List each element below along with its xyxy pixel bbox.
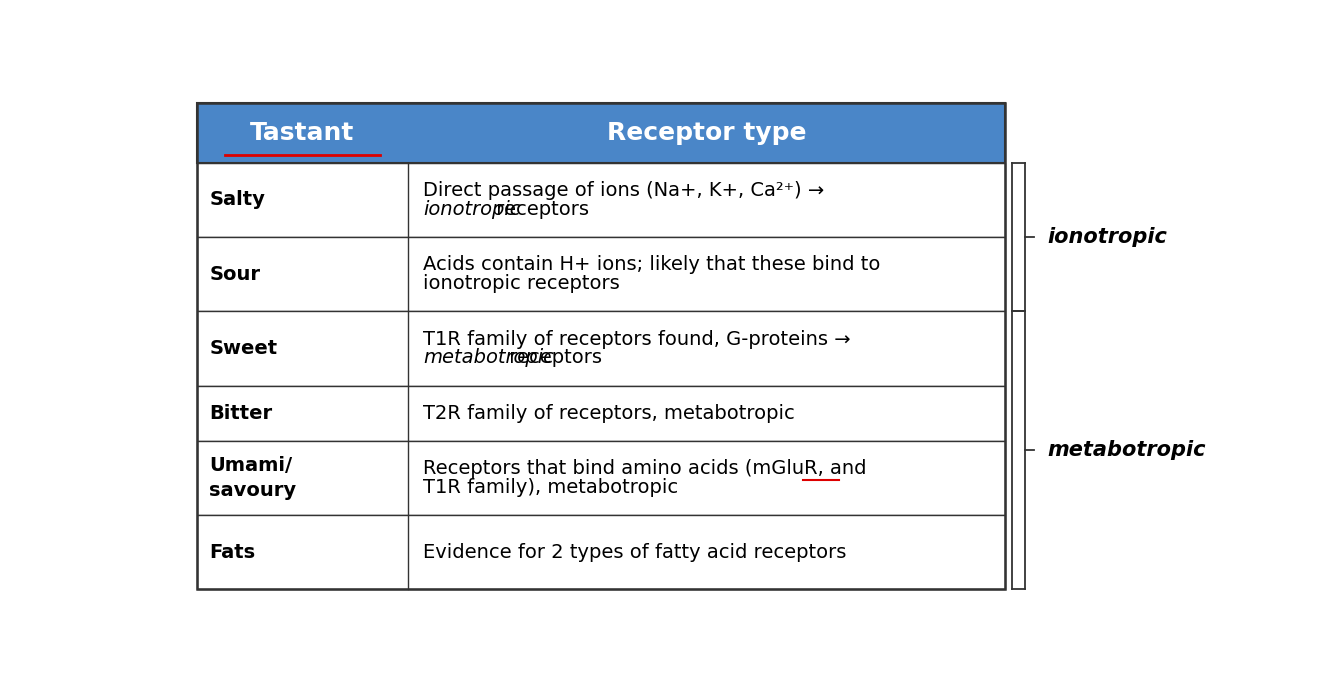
Text: ionotropic: ionotropic	[1046, 227, 1167, 247]
Text: Evidence for 2 types of fatty acid receptors: Evidence for 2 types of fatty acid recep…	[424, 543, 847, 562]
Text: Direct passage of ions (Na+, K+, Ca²⁺) →: Direct passage of ions (Na+, K+, Ca²⁺) →	[424, 181, 825, 200]
Text: Sweet: Sweet	[210, 339, 278, 358]
Text: Fats: Fats	[210, 543, 255, 562]
Text: T1R family), metabotropic: T1R family), metabotropic	[424, 478, 679, 497]
Text: metabotropic: metabotropic	[424, 348, 554, 367]
FancyBboxPatch shape	[197, 237, 1005, 311]
Text: ionotropic receptors: ionotropic receptors	[424, 274, 620, 293]
Text: receptors: receptors	[490, 200, 590, 219]
Text: Sour: Sour	[210, 265, 260, 284]
FancyBboxPatch shape	[197, 311, 1005, 386]
Text: Salty: Salty	[210, 190, 266, 209]
Text: Umami/
savoury: Umami/ savoury	[210, 456, 296, 500]
Text: Bitter: Bitter	[210, 404, 272, 423]
Text: Receptors that bind amino acids (mGluR, and: Receptors that bind amino acids (mGluR, …	[424, 459, 867, 478]
Text: Receptor type: Receptor type	[607, 120, 806, 145]
FancyBboxPatch shape	[197, 163, 1005, 237]
FancyBboxPatch shape	[197, 103, 1005, 163]
Text: metabotropic: metabotropic	[1046, 441, 1206, 460]
Text: Acids contain H+ ions; likely that these bind to: Acids contain H+ ions; likely that these…	[424, 255, 880, 274]
Text: receptors: receptors	[503, 348, 603, 367]
Text: ionotropic: ionotropic	[424, 200, 521, 219]
FancyBboxPatch shape	[197, 515, 1005, 590]
FancyBboxPatch shape	[197, 386, 1005, 441]
Text: T2R family of receptors, metabotropic: T2R family of receptors, metabotropic	[424, 404, 795, 423]
Text: T1R family of receptors found, G-proteins →: T1R family of receptors found, G-protein…	[424, 330, 851, 349]
Text: Tastant: Tastant	[250, 120, 355, 145]
FancyBboxPatch shape	[197, 441, 1005, 515]
